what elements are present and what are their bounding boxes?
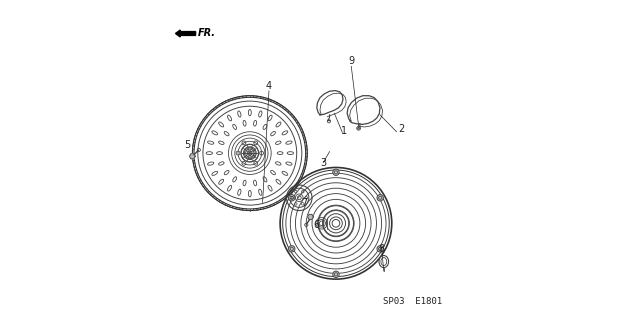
Ellipse shape (207, 141, 214, 144)
Ellipse shape (282, 171, 288, 175)
Ellipse shape (287, 152, 294, 155)
Ellipse shape (259, 111, 262, 117)
Ellipse shape (237, 111, 241, 117)
Ellipse shape (219, 162, 224, 165)
Ellipse shape (263, 124, 267, 130)
Ellipse shape (276, 162, 281, 165)
Ellipse shape (268, 115, 272, 121)
Circle shape (358, 127, 360, 129)
Text: 1: 1 (341, 126, 347, 136)
Polygon shape (189, 154, 195, 159)
Polygon shape (308, 214, 314, 219)
Ellipse shape (248, 190, 252, 197)
Text: 5: 5 (184, 140, 191, 150)
Ellipse shape (277, 152, 283, 155)
Ellipse shape (219, 141, 224, 145)
Ellipse shape (271, 131, 275, 136)
Ellipse shape (219, 179, 223, 184)
Ellipse shape (207, 162, 214, 165)
Text: 2: 2 (398, 124, 404, 134)
Ellipse shape (248, 109, 252, 116)
Text: FR.: FR. (198, 28, 216, 39)
Ellipse shape (243, 121, 246, 126)
Ellipse shape (228, 115, 232, 121)
Ellipse shape (282, 131, 288, 135)
Circle shape (289, 195, 295, 201)
Ellipse shape (233, 177, 237, 182)
Ellipse shape (253, 121, 257, 126)
Ellipse shape (224, 170, 229, 175)
Ellipse shape (259, 189, 262, 195)
Ellipse shape (381, 258, 387, 265)
Ellipse shape (224, 131, 229, 136)
Ellipse shape (233, 124, 237, 130)
Circle shape (377, 246, 383, 252)
Text: 8: 8 (378, 244, 385, 254)
Ellipse shape (268, 185, 272, 191)
Ellipse shape (217, 152, 222, 155)
Ellipse shape (219, 122, 223, 127)
Ellipse shape (243, 180, 246, 186)
Text: 3: 3 (320, 158, 326, 168)
Ellipse shape (286, 162, 292, 165)
Ellipse shape (276, 179, 281, 184)
Circle shape (377, 195, 383, 201)
Text: 6: 6 (313, 220, 319, 230)
Text: 9: 9 (348, 56, 355, 66)
Text: 7: 7 (301, 198, 307, 208)
Circle shape (333, 169, 339, 175)
Text: SP03  E1801: SP03 E1801 (383, 297, 442, 306)
Ellipse shape (253, 180, 257, 186)
Ellipse shape (212, 131, 218, 135)
Text: 4: 4 (266, 81, 272, 91)
Circle shape (289, 246, 295, 252)
Ellipse shape (237, 189, 241, 195)
Ellipse shape (206, 152, 212, 155)
Ellipse shape (276, 122, 281, 127)
Ellipse shape (379, 256, 388, 268)
Ellipse shape (263, 177, 267, 182)
Ellipse shape (212, 171, 218, 175)
FancyArrow shape (175, 30, 196, 37)
Ellipse shape (228, 185, 232, 191)
Ellipse shape (271, 170, 275, 175)
Ellipse shape (276, 141, 281, 145)
Circle shape (333, 271, 339, 278)
Ellipse shape (286, 141, 292, 144)
